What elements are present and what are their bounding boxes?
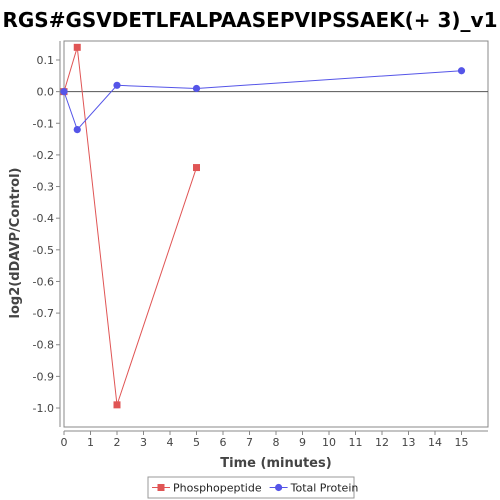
x-tick-label: 15 — [455, 436, 469, 449]
legend-label-phosphopeptide: Phosphopeptide — [173, 482, 262, 495]
y-tick-label: -0.5 — [33, 244, 54, 257]
x-tick-label: 3 — [140, 436, 147, 449]
x-tick-label: 2 — [114, 436, 121, 449]
x-tick-label: 10 — [322, 436, 336, 449]
y-tick-label: -1.0 — [33, 402, 54, 415]
y-tick-label: 0.0 — [37, 86, 55, 99]
x-tick-label: 11 — [349, 436, 363, 449]
series-layer — [60, 43, 466, 409]
data-point-phosphopeptide — [193, 164, 200, 172]
x-tick-label: 5 — [193, 436, 200, 449]
chart-title: RGS#GSVDETLFALPAASEPVIPSSAEK(+ 3)_v1 — [2, 8, 497, 32]
legend: Phosphopeptide Total Protein — [147, 476, 359, 499]
y-tick-label: -0.9 — [33, 370, 54, 383]
y-tick-label: -0.6 — [33, 275, 54, 288]
y-tick-label: -0.2 — [33, 149, 54, 162]
legend-marker-total-protein — [275, 483, 283, 492]
y-tick-label: 0.1 — [37, 54, 55, 67]
axes: 0 1 2 3 4 5 6 7 8 9 10 11 12 13 14 150.10.0-0.1-0.2-0.3… — [33, 41, 488, 449]
y-tick-label: -0.1 — [33, 117, 54, 130]
y-tick-label: -0.4 — [33, 212, 54, 225]
data-point-phosphopeptide — [73, 43, 81, 51]
x-axis-label: Time (minutes) — [220, 456, 331, 471]
y-tick-label: -0.3 — [33, 181, 54, 194]
x-tick-label: 8 — [273, 436, 280, 449]
data-point-total-protein — [60, 88, 68, 96]
data-point-phosphopeptide — [113, 401, 121, 409]
x-tick-label: 14 — [428, 436, 442, 449]
y-tick-label: -0.8 — [33, 339, 54, 352]
data-point-total-protein — [113, 81, 121, 89]
series-total-protein — [60, 67, 466, 134]
x-tick-label: 12 — [375, 436, 389, 449]
data-point-total-protein — [457, 67, 466, 75]
legend-marker-phosphopeptide — [157, 484, 165, 491]
data-point-total-protein — [192, 84, 201, 93]
x-tick-label: 1 — [87, 436, 94, 449]
x-tick-label: 13 — [402, 436, 416, 449]
series-line-phosphopeptide — [63, 47, 197, 406]
x-tick-label: 9 — [299, 436, 306, 449]
x-tick-label: 0 — [61, 436, 68, 449]
data-point-total-protein — [73, 125, 81, 134]
x-tick-label: 6 — [220, 436, 227, 449]
y-axis-label: log2(dDAVP/Control) — [8, 168, 23, 319]
legend-box — [147, 476, 355, 499]
x-tick-label: 7 — [246, 436, 253, 449]
x-tick-label: 4 — [167, 436, 174, 449]
plot-area — [63, 40, 489, 428]
y-tick-label: -0.7 — [33, 307, 54, 320]
legend-label-total-protein: Total Protein — [290, 482, 359, 495]
